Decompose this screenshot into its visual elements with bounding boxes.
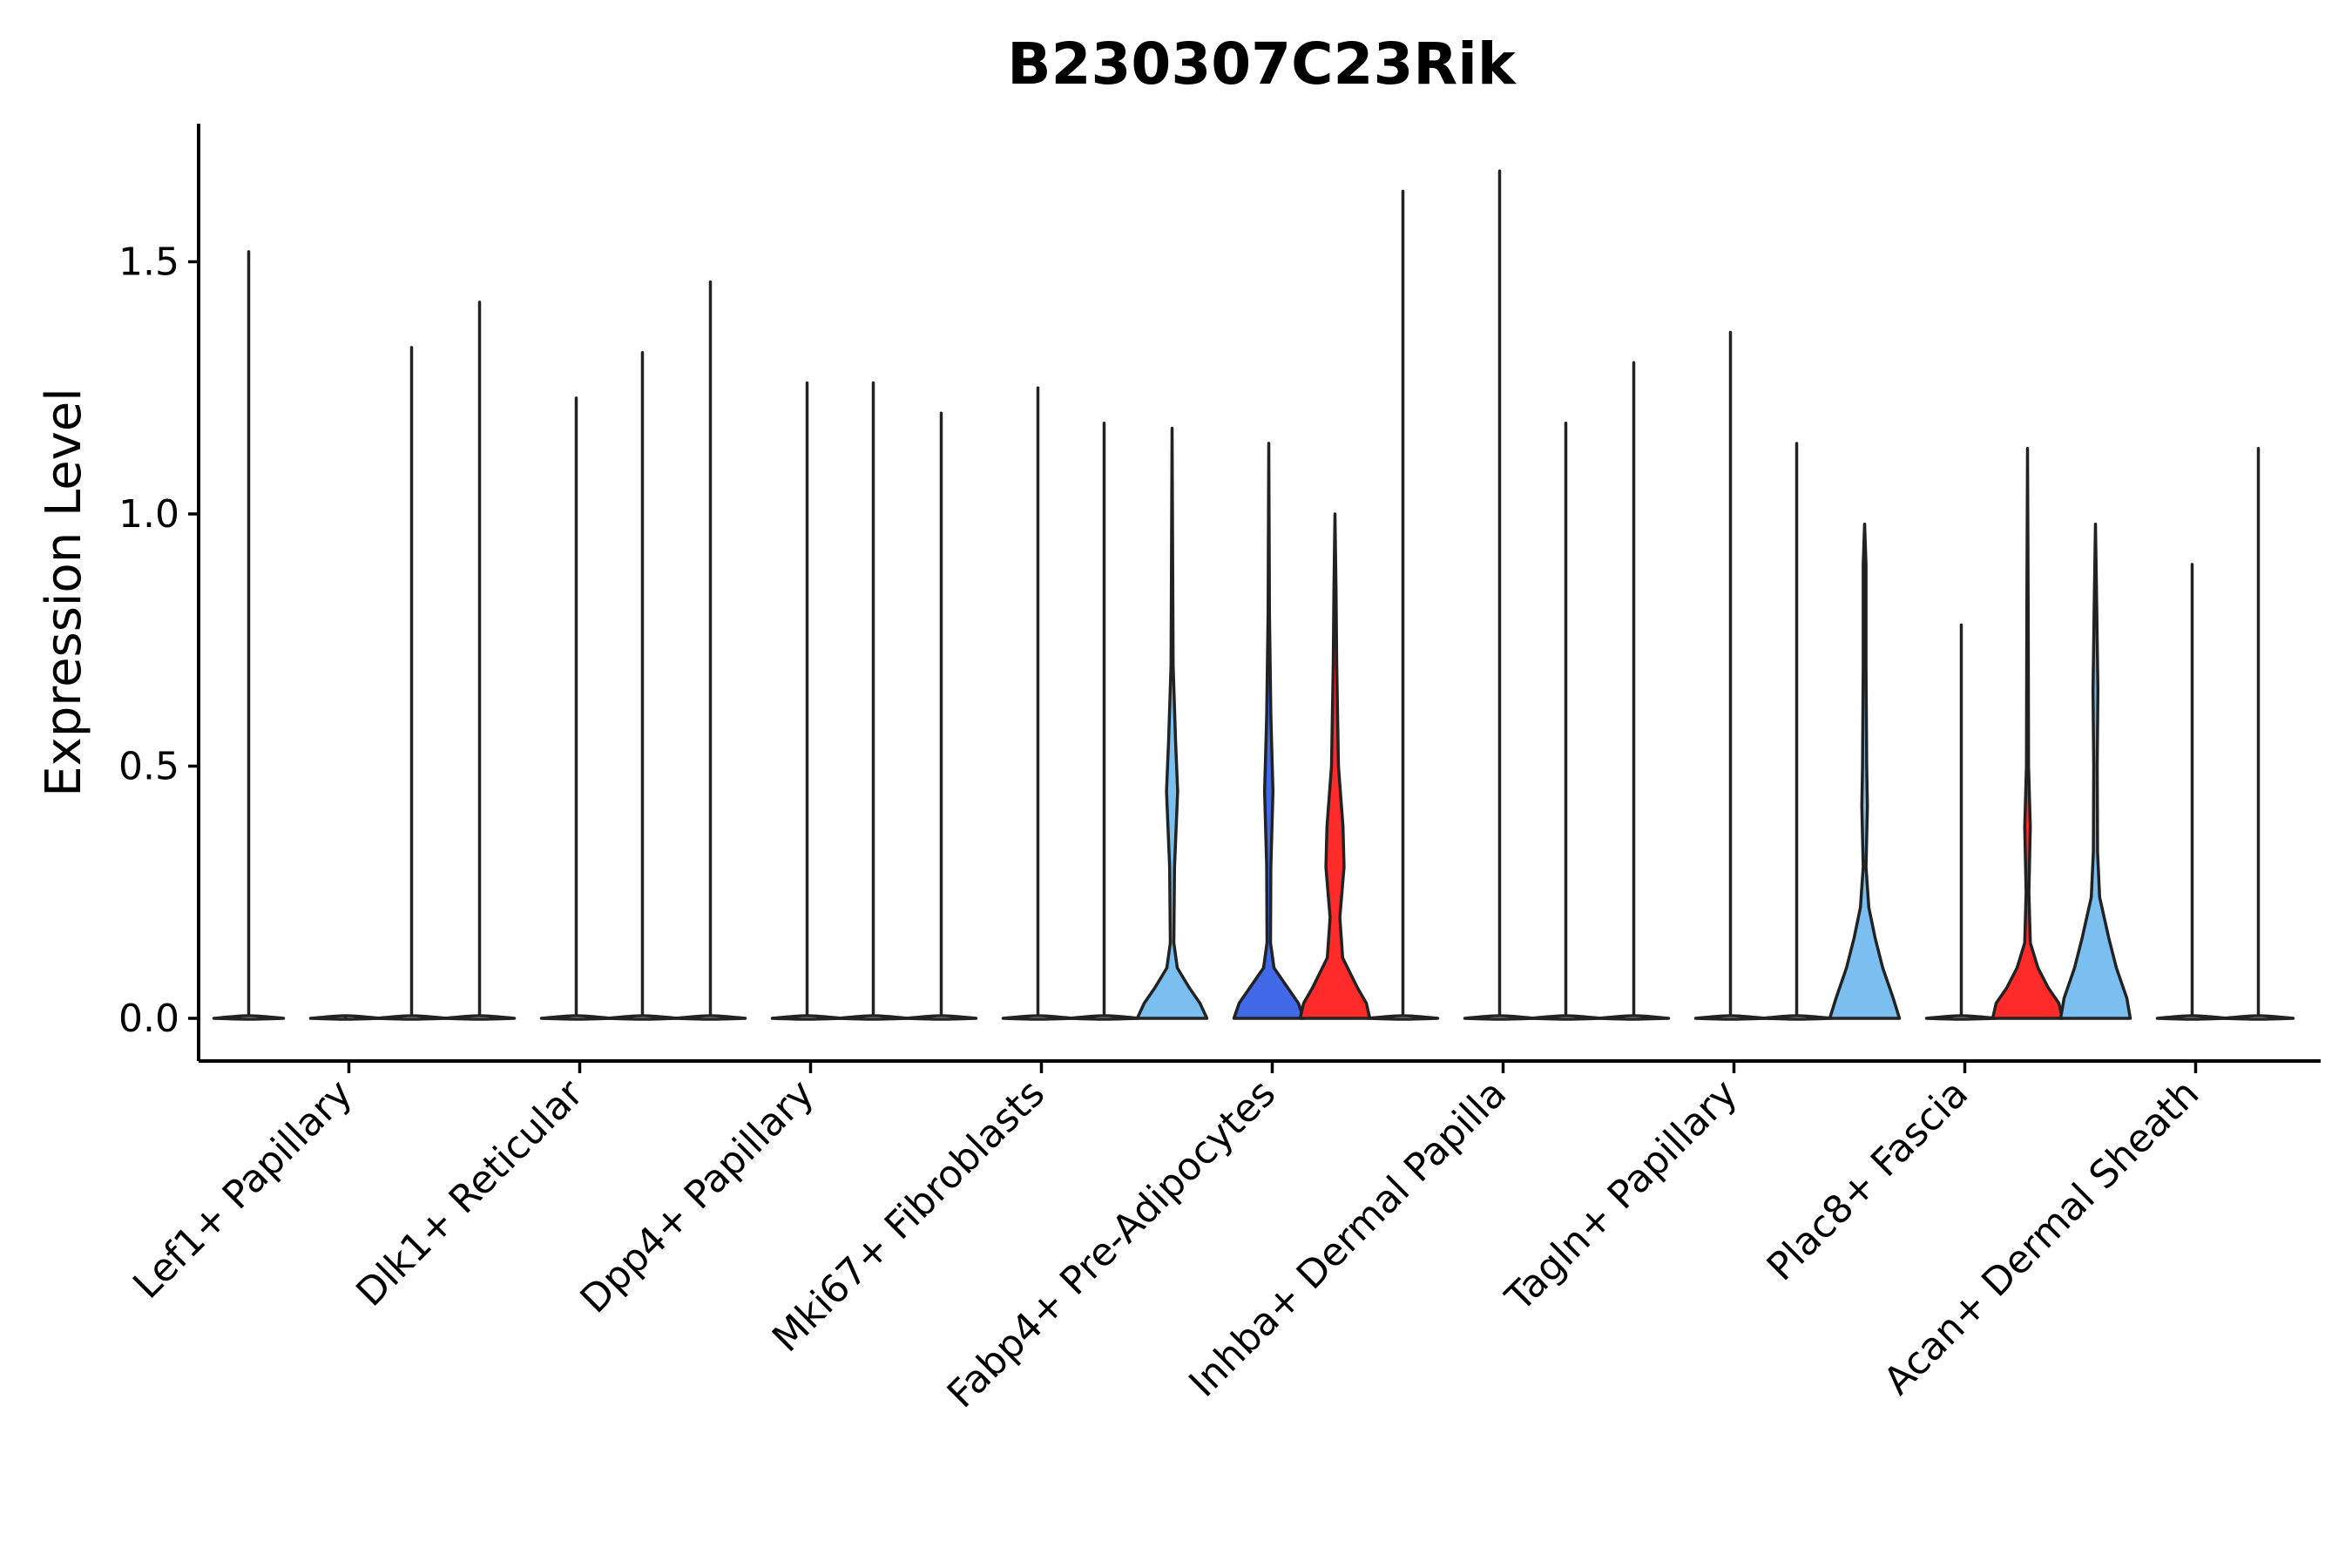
violin-2-2 bbox=[836, 381, 910, 1021]
chart-title: B230307C23Rik bbox=[1007, 30, 1517, 98]
violin-0-0 bbox=[212, 250, 286, 1021]
violin-3-1 bbox=[1001, 386, 1075, 1021]
violin-1-2 bbox=[605, 350, 679, 1021]
violin-4-0 bbox=[1135, 426, 1209, 1020]
violin-7-1 bbox=[1924, 623, 1998, 1021]
violin-7-0 bbox=[1828, 522, 1902, 1020]
violin-3-0 bbox=[904, 411, 978, 1021]
violin-5-2 bbox=[1529, 422, 1603, 1021]
y-axis-label: Expression Level bbox=[36, 388, 92, 797]
violin-7-2 bbox=[1990, 446, 2065, 1020]
violin-8-1 bbox=[2155, 563, 2229, 1021]
violin-1-1 bbox=[539, 396, 613, 1021]
axes-layer bbox=[197, 124, 2321, 1063]
violin-1-0 bbox=[443, 301, 517, 1021]
x-tick-label: Lef1+ Papillary bbox=[125, 1071, 361, 1308]
y-tick-label: 1.5 bbox=[118, 240, 179, 285]
violin-2-1 bbox=[770, 381, 844, 1021]
x-tick-label: Tagln+ Papillary bbox=[1497, 1071, 1746, 1321]
violin-6-1 bbox=[1693, 330, 1767, 1021]
x-tick-label: Dpp4+ Papillary bbox=[572, 1071, 823, 1322]
y-tick-label: 1.0 bbox=[118, 492, 179, 537]
violin-6-0 bbox=[1597, 361, 1671, 1021]
violin-5-0 bbox=[1366, 189, 1440, 1021]
y-tick-label: 0.0 bbox=[118, 997, 179, 1041]
x-tick-label: Dlk1+ Reticular bbox=[348, 1071, 592, 1315]
violin-8-2 bbox=[2221, 446, 2295, 1021]
violin-0-2 bbox=[375, 346, 449, 1021]
violin-6-2 bbox=[1760, 442, 1834, 1021]
violin-4-1 bbox=[1232, 442, 1306, 1020]
x-tick-label: Plac8+ Fascia bbox=[1759, 1071, 1977, 1290]
violin-8-0 bbox=[2058, 522, 2132, 1020]
y-tick-label: 0.5 bbox=[118, 745, 179, 789]
violin-4-2 bbox=[1298, 512, 1372, 1020]
violins-layer bbox=[212, 169, 2295, 1021]
violin-5-1 bbox=[1463, 169, 1537, 1021]
violin-3-2 bbox=[1067, 422, 1141, 1021]
y-ticks-layer: 0.0 0.5 1.0 1.5 bbox=[118, 240, 199, 1041]
violin-0-1 bbox=[308, 1014, 382, 1021]
violin-2-0 bbox=[673, 280, 747, 1021]
